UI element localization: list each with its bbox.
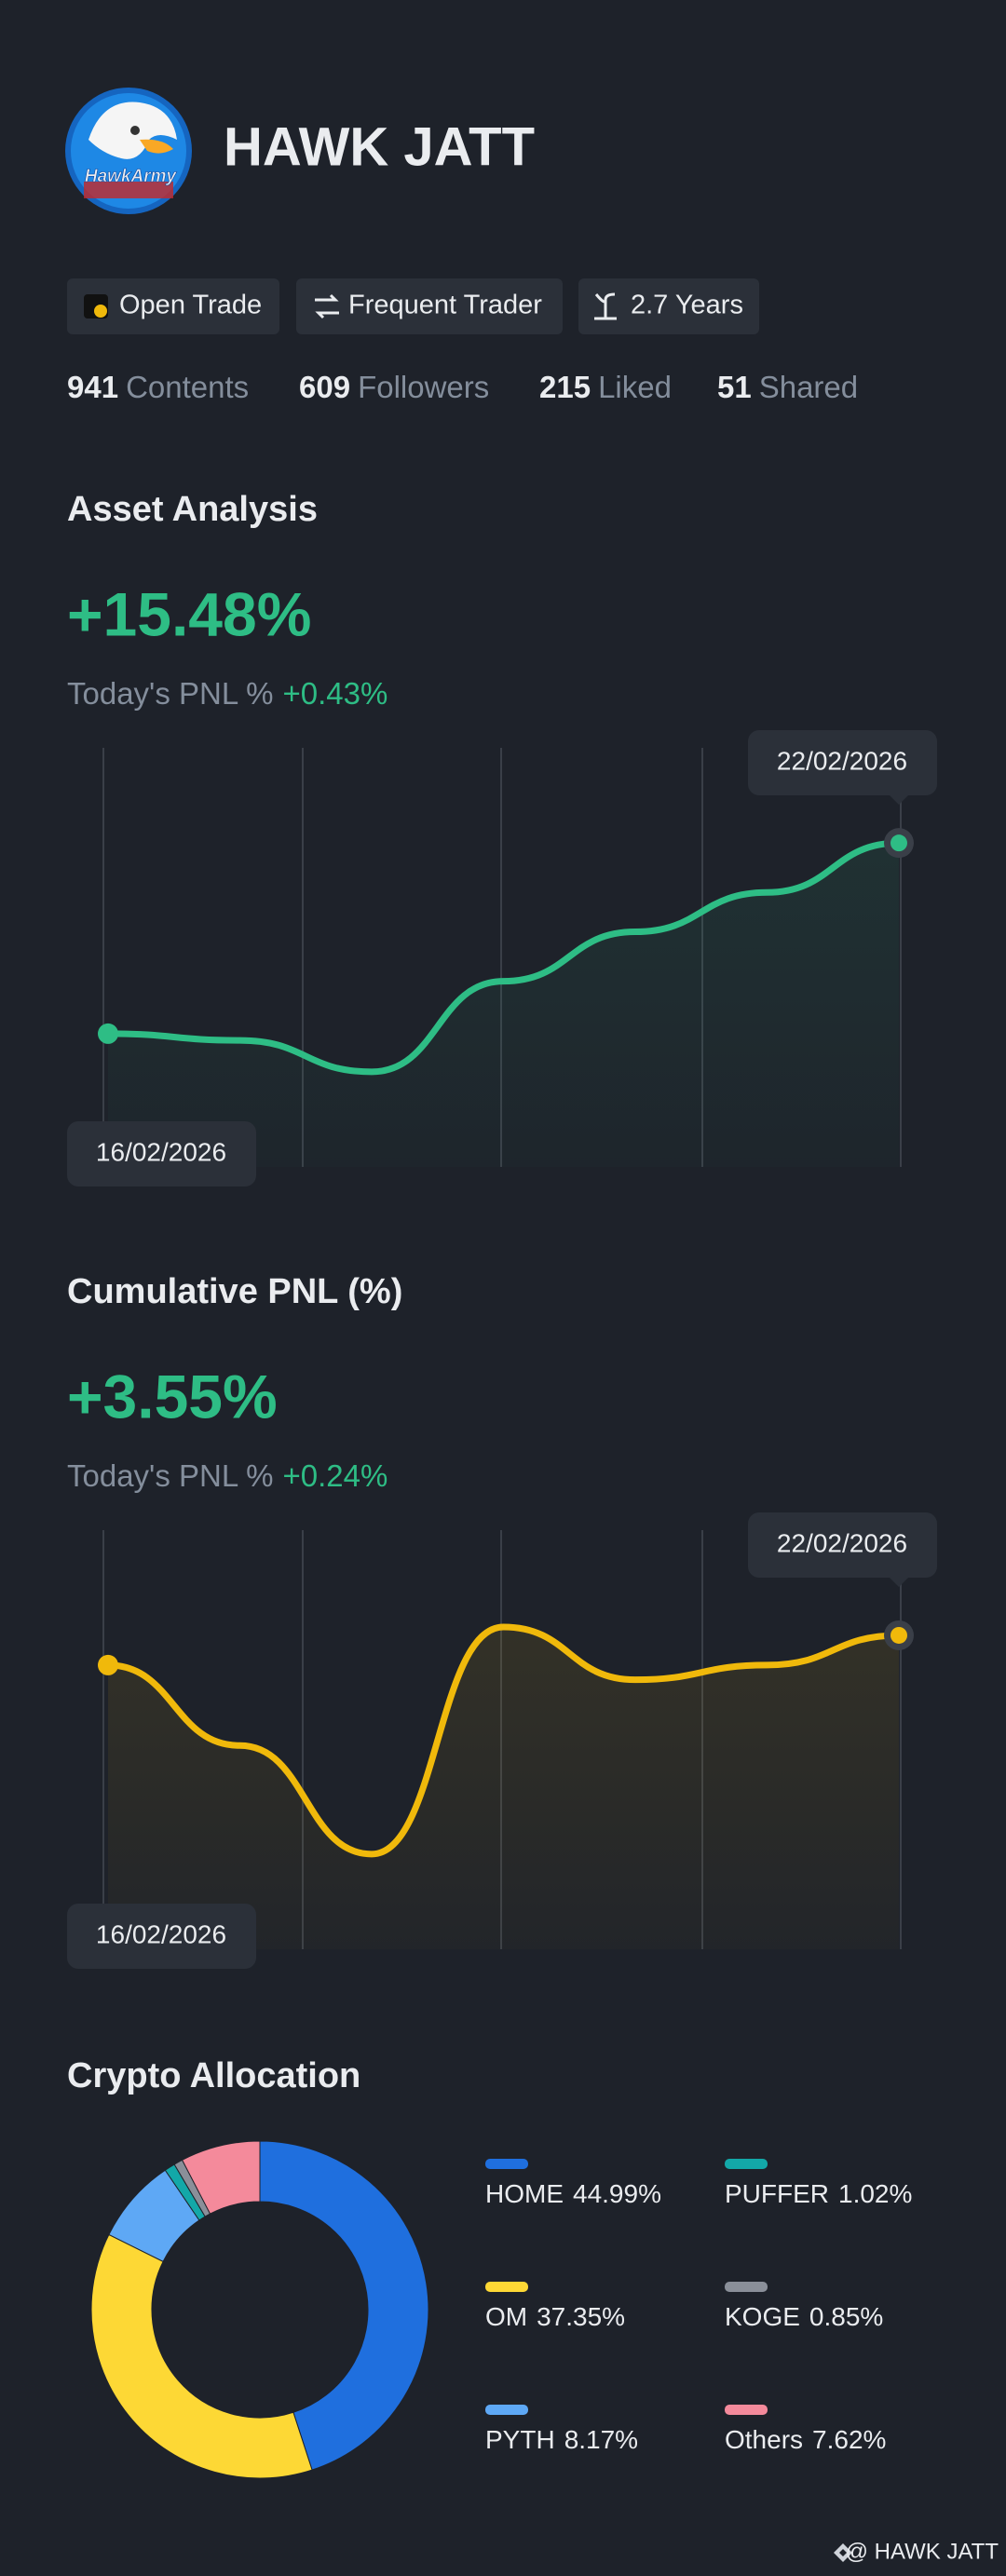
tooltip-box	[748, 730, 937, 795]
start-marker	[98, 1654, 118, 1675]
badge-icon-dot	[94, 305, 107, 318]
legend-swatch	[725, 2405, 768, 2415]
stat-count: 51	[717, 370, 752, 404]
section-title: Cumulative PNL (%)	[67, 1272, 402, 1311]
headline-value: +15.48%	[67, 579, 311, 648]
badge: Frequent Trader	[296, 278, 563, 334]
profile-name: HAWK JATT	[224, 116, 535, 177]
badge-label: 2.7 Years	[631, 291, 743, 320]
badge-icon	[315, 293, 339, 319]
tooltip-box	[67, 1121, 256, 1186]
donut-segment	[259, 2140, 429, 2471]
today-pnl: Today's PNL % +0.24%	[67, 1458, 387, 1493]
section-title: Crypto Allocation	[67, 2056, 360, 2095]
headline-value: +3.55%	[67, 1362, 278, 1430]
stat-label: Contents	[126, 370, 249, 404]
legend-swatch	[725, 2282, 768, 2292]
stat-count: 609	[299, 370, 350, 404]
legend-entry: KOGE 0.85%	[725, 2302, 883, 2331]
line-area	[108, 1626, 899, 1949]
line-area	[108, 843, 899, 1167]
stat: 941 Contents	[67, 370, 249, 404]
legend-entry: PYTH 8.17%	[485, 2425, 638, 2454]
today-pnl-label: Today's PNL %	[67, 1458, 274, 1493]
today-pnl-value: +0.24%	[283, 1458, 388, 1493]
eagle-beak	[140, 139, 173, 154]
flag	[84, 182, 173, 198]
badge-label: Open Trade	[119, 291, 262, 320]
badge-box	[296, 278, 563, 334]
start-marker	[98, 1023, 118, 1044]
stat-label: Shared	[759, 370, 858, 404]
badge: 2.7 Years	[578, 278, 759, 334]
avatar[interactable]: HawkArmy	[65, 88, 192, 214]
legend-value: 0.85%	[809, 2302, 883, 2331]
stat-label: Liked	[598, 370, 672, 404]
donut-segment	[181, 2140, 261, 2215]
tooltip-date: 22/02/2026	[777, 746, 907, 775]
tooltip-date: 16/02/2026	[96, 1137, 226, 1166]
legend-value: 7.62%	[812, 2425, 886, 2454]
line	[104, 839, 903, 1076]
stat-count: 215	[539, 370, 591, 404]
tooltip-pointer	[890, 1578, 908, 1587]
legend-swatch	[725, 2159, 768, 2169]
line	[104, 1623, 903, 1858]
stat: 51 Shared	[717, 370, 858, 404]
legend-swatch	[485, 2282, 528, 2292]
today-pnl: Today's PNL % +0.43%	[67, 676, 387, 711]
legend-label: HOME	[485, 2179, 564, 2208]
badge-icon	[594, 292, 617, 320]
badge-label: Frequent Trader	[348, 291, 542, 320]
stat-count: 941	[67, 370, 118, 404]
legend-entry: HOME 44.99%	[485, 2179, 661, 2208]
legend-entry: PUFFER 1.02%	[725, 2179, 912, 2208]
badge-box	[578, 278, 759, 334]
footer: @ HAWK JATT	[834, 2539, 999, 2564]
legend-value: 8.17%	[564, 2425, 638, 2454]
footer-logo	[834, 2543, 852, 2562]
eagle-eye	[130, 126, 140, 135]
legend-label: PUFFER	[725, 2179, 829, 2208]
footer-text: @ HAWK JATT	[846, 2539, 999, 2564]
end-marker	[890, 1626, 907, 1644]
tooltip-box	[67, 1904, 256, 1969]
end-marker	[890, 834, 907, 852]
stat: 215 Liked	[539, 370, 672, 404]
legend-label: PYTH	[485, 2425, 555, 2454]
today-pnl-label: Today's PNL %	[67, 676, 274, 711]
section-title: Asset Analysis	[67, 490, 318, 529]
legend-entry: OM 37.35%	[485, 2302, 625, 2331]
badge-box	[67, 278, 279, 334]
legend-label: Others	[725, 2425, 803, 2454]
stat: 609 Followers	[299, 370, 489, 404]
legend-entry: Others 7.62%	[725, 2425, 886, 2454]
stat-label: Followers	[358, 370, 489, 404]
legend-value: 1.02%	[838, 2179, 912, 2208]
tooltip-box	[748, 1512, 937, 1578]
avatar-text: HawkArmy	[85, 167, 178, 186]
legend-value: 44.99%	[573, 2179, 661, 2208]
donut-segment	[90, 2233, 313, 2479]
legend-swatch	[485, 2405, 528, 2415]
legend-swatch	[485, 2159, 528, 2169]
legend-label: OM	[485, 2302, 527, 2331]
tooltip-date: 16/02/2026	[96, 1919, 226, 1948]
today-pnl-value: +0.43%	[283, 676, 388, 711]
tooltip-date: 22/02/2026	[777, 1528, 907, 1557]
legend-value: 37.35%	[537, 2302, 625, 2331]
legend-label: KOGE	[725, 2302, 800, 2331]
tooltip-pointer	[890, 795, 908, 805]
badge: Open Trade	[67, 278, 279, 334]
